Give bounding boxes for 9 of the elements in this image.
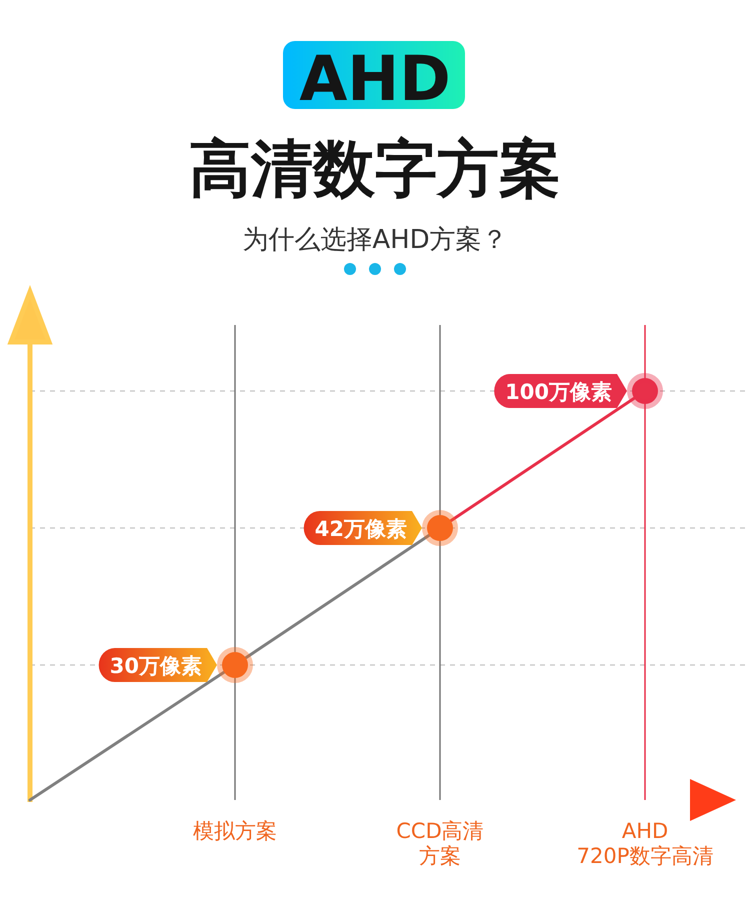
annotation: 100万像素 (505, 380, 612, 404)
chart-subtitle: 高清数字方案 (189, 132, 561, 205)
annotation: 30万像素 (110, 654, 202, 678)
annotation: 42万像素 (314, 517, 407, 542)
x-tick-label: CCD高清方案 (396, 819, 484, 868)
x-tick-label: 模拟方案 (193, 819, 277, 843)
text: 为什么选择AHD方案？ (242, 225, 508, 255)
x-tick-label: AHD 720P数字高清 (576, 819, 714, 868)
chart-title: AHD (299, 42, 451, 115)
